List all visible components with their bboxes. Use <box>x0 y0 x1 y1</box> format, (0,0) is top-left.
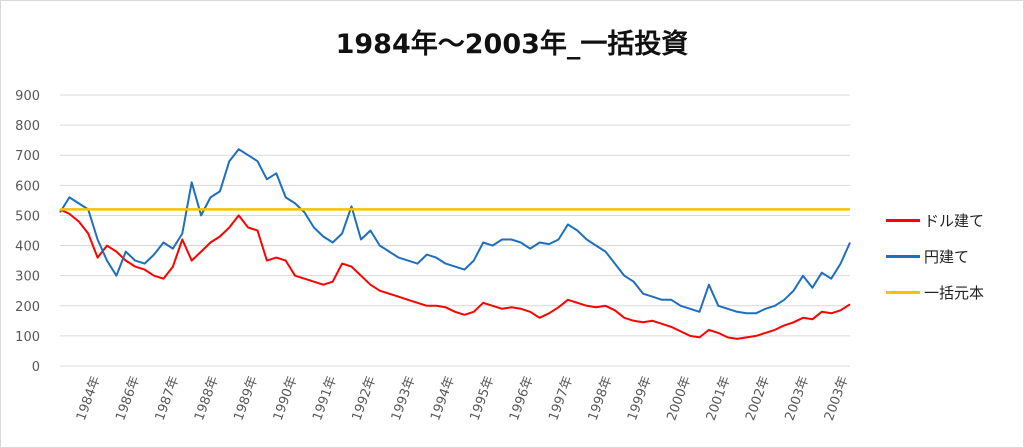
legend-label-principal: 一括元本 <box>924 284 985 302</box>
x-tick-label: 2000年 <box>664 374 694 422</box>
y-tick-label: 100 <box>15 330 40 345</box>
gridlines <box>60 94 850 367</box>
y-tick-label: 0 <box>32 360 40 375</box>
y-tick-label: 800 <box>15 119 40 134</box>
x-tick-label: 1995年 <box>468 374 498 422</box>
x-tick-label: 1993年 <box>389 374 419 422</box>
y-tick-label: 700 <box>15 149 40 164</box>
x-tick-label: 1990年 <box>271 374 301 422</box>
legend-label-yen: 円建て <box>924 248 970 266</box>
y-tick-label: 400 <box>15 240 40 255</box>
x-tick-label: 2001年 <box>704 374 734 422</box>
x-tick-label: 1986年 <box>113 374 143 422</box>
x-axis-tick-labels: 1984年 1986年 1987年 1988年 1989年 1990年 1991年 1992年… <box>74 374 852 422</box>
y-axis-tick-labels: 0 100 200 300 400 500 600 700 800 900 <box>15 89 40 375</box>
x-tick-label: 2003年 <box>822 374 852 422</box>
y-tick-label: 500 <box>15 209 40 224</box>
x-tick-label: 1999年 <box>625 374 655 422</box>
series-line-1 <box>59 148 851 315</box>
x-tick-label: 1988年 <box>192 374 222 422</box>
x-tick-label: 1991年 <box>310 374 340 422</box>
legend-swatch-principal <box>886 291 920 294</box>
x-tick-label: 1998年 <box>586 374 616 422</box>
x-tick-label: 1989年 <box>231 374 261 422</box>
y-tick-label: 300 <box>15 270 40 285</box>
y-tick-label: 900 <box>15 89 40 104</box>
x-tick-label: 1992年 <box>349 374 379 422</box>
series-line-0 <box>59 208 851 340</box>
series-lines <box>59 148 851 340</box>
y-tick-label: 600 <box>15 179 40 194</box>
x-tick-label: 1994年 <box>428 374 458 422</box>
legend-swatch-yen <box>886 255 920 258</box>
x-tick-label: 1984年 <box>74 374 104 422</box>
x-tick-label: 1996年 <box>507 374 537 422</box>
x-tick-label: 1987年 <box>153 374 183 422</box>
y-tick-label: 200 <box>15 300 40 315</box>
legend-label-dollar: ドル建て <box>924 212 985 230</box>
x-tick-label: 2003年 <box>783 374 813 422</box>
x-tick-label: 1997年 <box>546 374 576 422</box>
x-tick-label: 2002年 <box>743 374 773 422</box>
chart-title: 1984年～2003年_一括投資 <box>335 29 689 60</box>
legend-swatch-dollar <box>886 219 920 222</box>
